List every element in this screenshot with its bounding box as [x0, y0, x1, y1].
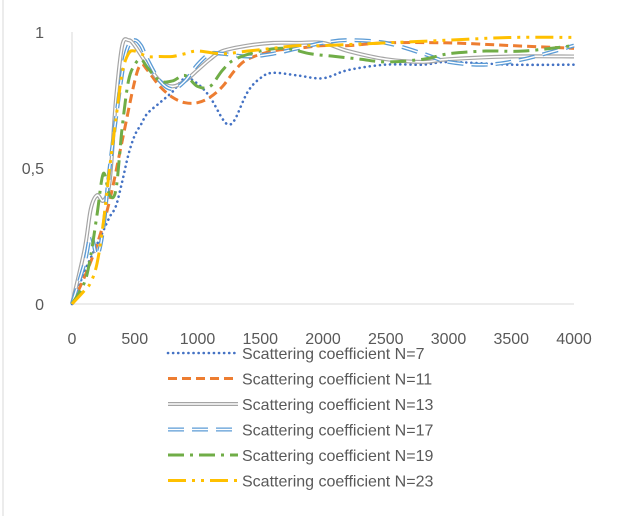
x-tick-label: 2500 — [368, 331, 404, 348]
legend-item: Scattering coefficient N=17 — [168, 423, 433, 440]
legend-item: Scattering coefficient N=7 — [166, 346, 425, 363]
series-line-6 — [70, 35, 575, 306]
legend-item: Scattering coefficient N=11 — [168, 372, 432, 389]
y-tick-label: 0 — [35, 297, 44, 314]
x-tick-label: 2000 — [305, 331, 341, 348]
series-line-4 — [70, 38, 575, 305]
x-tick-label: 0 — [68, 331, 77, 348]
x-tick-label: 3000 — [431, 331, 467, 348]
legend-label: Scattering coefficient N=23 — [242, 474, 433, 491]
y-tick-labels: 00,51 — [22, 25, 44, 314]
legend-item: Scattering coefficient N=23 — [168, 474, 433, 491]
legend-item: Scattering coefficient N=19 — [168, 448, 433, 465]
series-lines — [70, 35, 576, 306]
legend-label: Scattering coefficient N=19 — [242, 448, 433, 465]
series-line-5 — [70, 44, 575, 305]
series-path-inner — [71, 39, 575, 305]
x-tick-label: 500 — [121, 331, 148, 348]
series-path — [70, 44, 575, 305]
x-tick-label: 1500 — [242, 331, 278, 348]
y-tick-label: 1 — [35, 25, 44, 42]
x-tick-label: 1000 — [180, 331, 216, 348]
legend: Scattering coefficient N=7 Scattering coe… — [166, 346, 433, 491]
legend-label: Scattering coefficient N=11 — [242, 372, 432, 389]
x-tick-label: 4000 — [556, 331, 592, 348]
legend-label: Scattering coefficient N=7 — [242, 346, 425, 363]
legend-label: Scattering coefficient N=13 — [242, 397, 433, 414]
x-tick-labels: 0 500 1000 1500 2000 2500 3000 3500 4000 — [68, 331, 592, 348]
axes — [71, 32, 574, 305]
x-tick-label: 3500 — [493, 331, 529, 348]
y-tick-label: 0,5 — [22, 161, 44, 178]
legend-label: Scattering coefficient N=17 — [242, 423, 433, 440]
legend-item: Scattering coefficient N=13 — [168, 397, 433, 414]
series-path — [70, 35, 575, 306]
